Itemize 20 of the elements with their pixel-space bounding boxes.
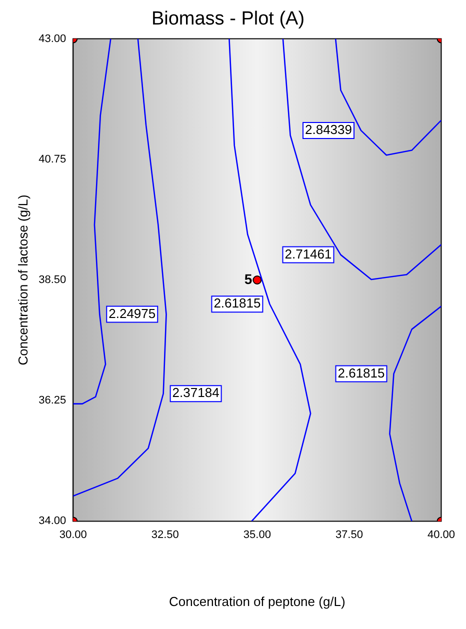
y-tick-label: 38.50 xyxy=(38,274,66,286)
annotation: 5 xyxy=(244,270,252,287)
y-tick-label: 36.25 xyxy=(38,394,66,407)
y-tick-label: 43.00 xyxy=(38,32,66,45)
series-label: 2.37184 xyxy=(172,385,220,400)
x-tick-label: 35.00 xyxy=(243,528,271,541)
x-axis-title: Concentration of peptone (g/L) xyxy=(169,594,346,609)
series-label: 2.71461 xyxy=(284,246,332,262)
y-tick-label: 34.00 xyxy=(38,515,66,528)
chart-title: Biomass - Plot (A) xyxy=(151,8,305,30)
series-label: 2.84339 xyxy=(304,122,352,138)
y-axis-title: Concentration of lactose (g/L) xyxy=(15,194,30,366)
x-tick-label: 40.00 xyxy=(427,528,455,541)
series-label: 2.61815 xyxy=(338,365,385,380)
x-tick-label: 37.50 xyxy=(335,528,363,541)
series-label: 2.24975 xyxy=(108,306,156,321)
x-tick-label: 32.50 xyxy=(151,528,179,541)
x-tick-label: 30.00 xyxy=(59,528,87,541)
series-label: 2.61815 xyxy=(214,296,261,311)
y-tick-label: 40.75 xyxy=(38,153,66,166)
